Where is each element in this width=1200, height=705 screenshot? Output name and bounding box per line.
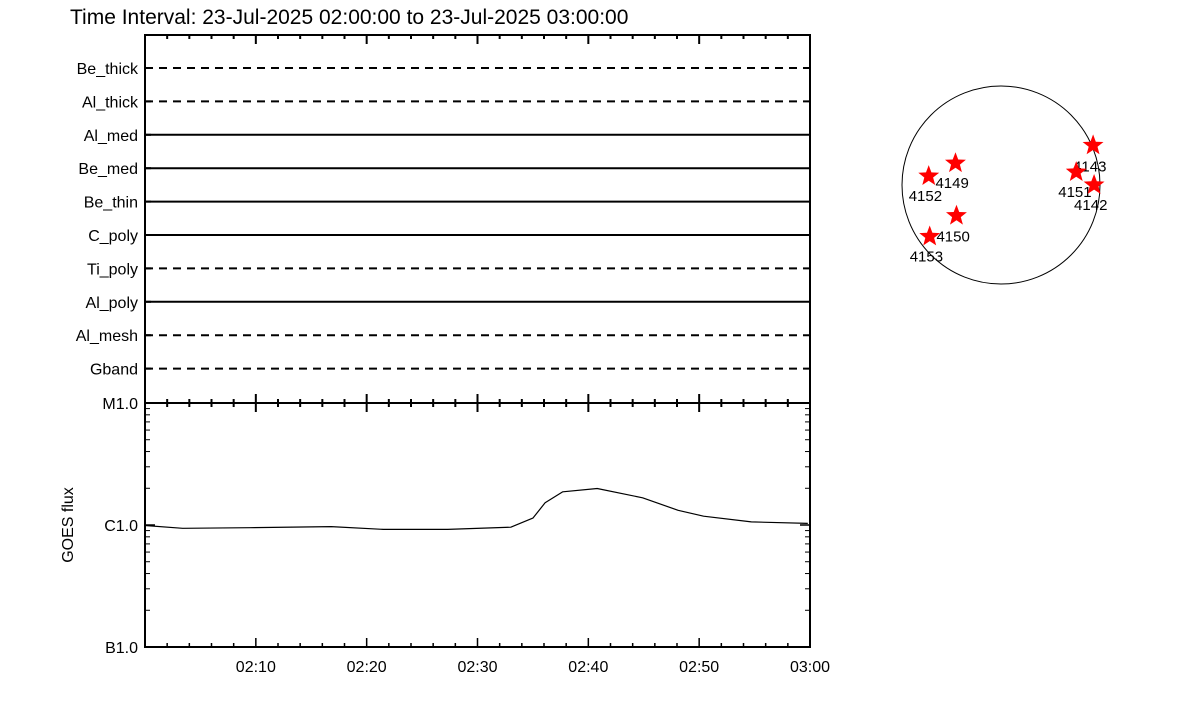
filter-panel-frame	[144, 34, 811, 404]
active-region-star	[919, 225, 941, 246]
active-region-label: 4149	[935, 175, 968, 192]
x-tick-label: 02:40	[568, 659, 608, 676]
active-region-label: 4153	[910, 248, 943, 265]
x-tick-label: 02:20	[347, 659, 387, 676]
filter-label: C_poly	[88, 228, 138, 245]
active-region-star	[918, 165, 940, 185]
filter-label: Be_thick	[77, 61, 139, 78]
active-region-star	[946, 204, 967, 225]
filter-label: Be_med	[78, 161, 138, 178]
active-region-label: 4150	[936, 229, 969, 246]
active-region-label: 4151	[1058, 184, 1091, 201]
active-region-label: 4142	[1074, 197, 1107, 214]
filter-label: Al_mesh	[76, 328, 138, 345]
goes-panel: 02:10 02:20 02:30 02:40 02:50 03:00 M1.0 C1.0 B1…	[60, 394, 830, 676]
filter-label: Al_poly	[86, 295, 138, 312]
y-tick-label: B1.0	[105, 640, 138, 657]
filter-label: Al_med	[84, 128, 138, 145]
filter-label: Ti_poly	[87, 261, 138, 278]
y-tick-label: M1.0	[102, 396, 138, 413]
x-tick-label: 02:10	[236, 659, 276, 676]
x-tick-label: 02:50	[679, 659, 719, 676]
filter-panel: Be_thick Al_thick Al_med Be_med Be_thin C_pol…	[76, 34, 811, 404]
filter-label: Al_thick	[82, 94, 139, 111]
y-axis-label: GOES flux	[60, 487, 77, 563]
filter-label: Gband	[90, 362, 138, 379]
active-region-star	[1083, 174, 1105, 194]
filter-label: Be_thin	[84, 195, 138, 212]
active-region-star	[1065, 161, 1087, 181]
active-region-star	[1082, 134, 1104, 155]
plot-title: Time Interval: 23-Jul-2025 02:00:00 to 2…	[70, 6, 628, 29]
active-region-label: 4152	[909, 188, 942, 205]
x-tick-label: 03:00	[790, 659, 830, 676]
goes-panel-frame	[144, 402, 811, 648]
goes-flux-line	[144, 487, 808, 531]
x-tick-label: 02:30	[457, 659, 497, 676]
active-region-star	[945, 152, 966, 173]
y-tick-label: C1.0	[104, 518, 138, 535]
